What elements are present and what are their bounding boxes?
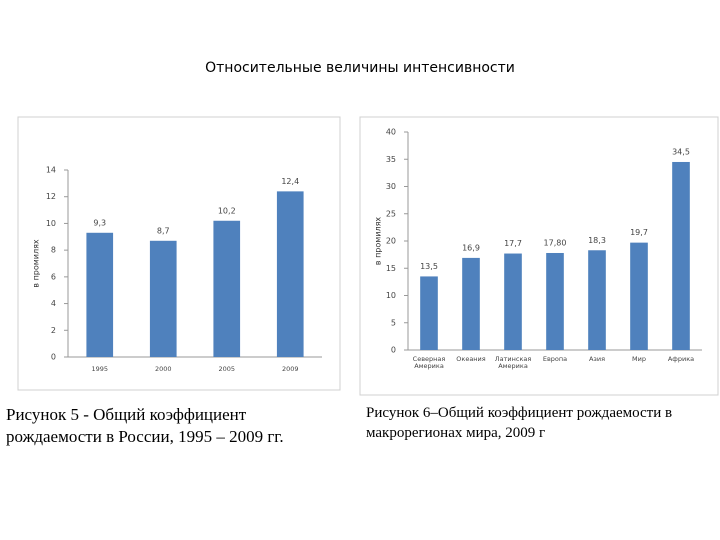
value-label: 17,7 bbox=[504, 239, 522, 248]
y-tick-label: 14 bbox=[46, 166, 56, 175]
value-label: 10,2 bbox=[218, 206, 236, 215]
value-label: 18,3 bbox=[588, 236, 606, 245]
y-tick-label: 20 bbox=[386, 237, 396, 246]
x-tick-label-box: 2005 bbox=[218, 366, 236, 373]
y-axis-label: в промилях bbox=[374, 217, 383, 266]
y-tick-label: 15 bbox=[386, 264, 396, 273]
y-tick-label: 5 bbox=[391, 318, 396, 327]
x-tick-label: Латинская Америка bbox=[494, 356, 532, 371]
y-tick-label: 4 bbox=[51, 299, 56, 308]
page-title: Относительные величины интенсивности bbox=[205, 60, 515, 76]
value-label: 19,7 bbox=[630, 228, 648, 237]
value-label: 12,4 bbox=[281, 177, 299, 186]
y-tick-label: 40 bbox=[386, 128, 396, 137]
x-tick-label-box: Африка bbox=[667, 356, 695, 363]
x-tick-label: Европа bbox=[542, 356, 568, 363]
y-tick-label: 6 bbox=[51, 272, 56, 281]
x-tick-label: Мир bbox=[632, 356, 646, 363]
x-tick-label: 2000 bbox=[154, 366, 172, 373]
y-tick-label: 25 bbox=[386, 209, 396, 218]
caption: Рисунок 6–Общий коэффициент рождаемости … bbox=[366, 405, 673, 441]
y-tick-label: 12 bbox=[46, 192, 56, 201]
value-label: 34,5 bbox=[672, 147, 690, 156]
bar bbox=[630, 242, 648, 350]
x-tick-label-box: Европа bbox=[542, 356, 568, 363]
x-tick-label-box: Азия bbox=[588, 356, 606, 363]
x-tick-label: Африка bbox=[667, 356, 695, 363]
x-tick-label: 2009 bbox=[281, 366, 299, 373]
x-tick-label-box: Латинская Америка bbox=[494, 356, 532, 371]
x-tick-label: Азия bbox=[588, 356, 606, 363]
x-tick-label-box: 1995 bbox=[91, 366, 109, 373]
y-tick-label: 2 bbox=[51, 326, 56, 335]
caption: Рисунок 5 - Общий коэффициент рождаемост… bbox=[6, 405, 284, 447]
y-axis-label: в промилях bbox=[32, 239, 41, 288]
bar bbox=[504, 253, 522, 350]
bar bbox=[420, 276, 438, 350]
bar bbox=[462, 257, 480, 350]
chart-frame bbox=[17, 116, 341, 391]
x-tick-label-box: Океания bbox=[456, 356, 486, 363]
value-label: 9,3 bbox=[93, 218, 106, 227]
bar bbox=[86, 232, 114, 357]
bar bbox=[672, 161, 690, 350]
value-label: 13,5 bbox=[420, 262, 438, 271]
y-tick-label: 8 bbox=[51, 246, 56, 255]
value-label: 17,80 bbox=[544, 238, 567, 247]
bar bbox=[149, 240, 177, 357]
value-label: 16,9 bbox=[462, 243, 480, 252]
x-tick-label-box: Северная Америка bbox=[412, 356, 446, 371]
y-tick-label: 10 bbox=[46, 219, 56, 228]
y-tick-label: 0 bbox=[51, 353, 56, 362]
y-tick-label: 10 bbox=[386, 291, 396, 300]
bar bbox=[213, 220, 241, 357]
bar bbox=[546, 252, 564, 350]
x-tick-label-box: 2009 bbox=[281, 366, 299, 373]
bar bbox=[588, 250, 606, 350]
y-tick-label: 0 bbox=[391, 346, 396, 355]
x-tick-label: Океания bbox=[456, 356, 486, 363]
x-tick-label: 2005 bbox=[218, 366, 236, 373]
x-tick-label-box: 2000 bbox=[154, 366, 172, 373]
x-tick-label-box: Мир bbox=[632, 356, 646, 363]
y-tick-label: 30 bbox=[386, 182, 396, 191]
bar bbox=[276, 191, 304, 357]
value-label: 8,7 bbox=[157, 226, 170, 235]
chart-frame bbox=[359, 116, 719, 396]
x-tick-label: Северная Америка bbox=[412, 356, 446, 371]
x-tick-label: 1995 bbox=[91, 366, 109, 373]
y-tick-label: 35 bbox=[386, 155, 396, 164]
